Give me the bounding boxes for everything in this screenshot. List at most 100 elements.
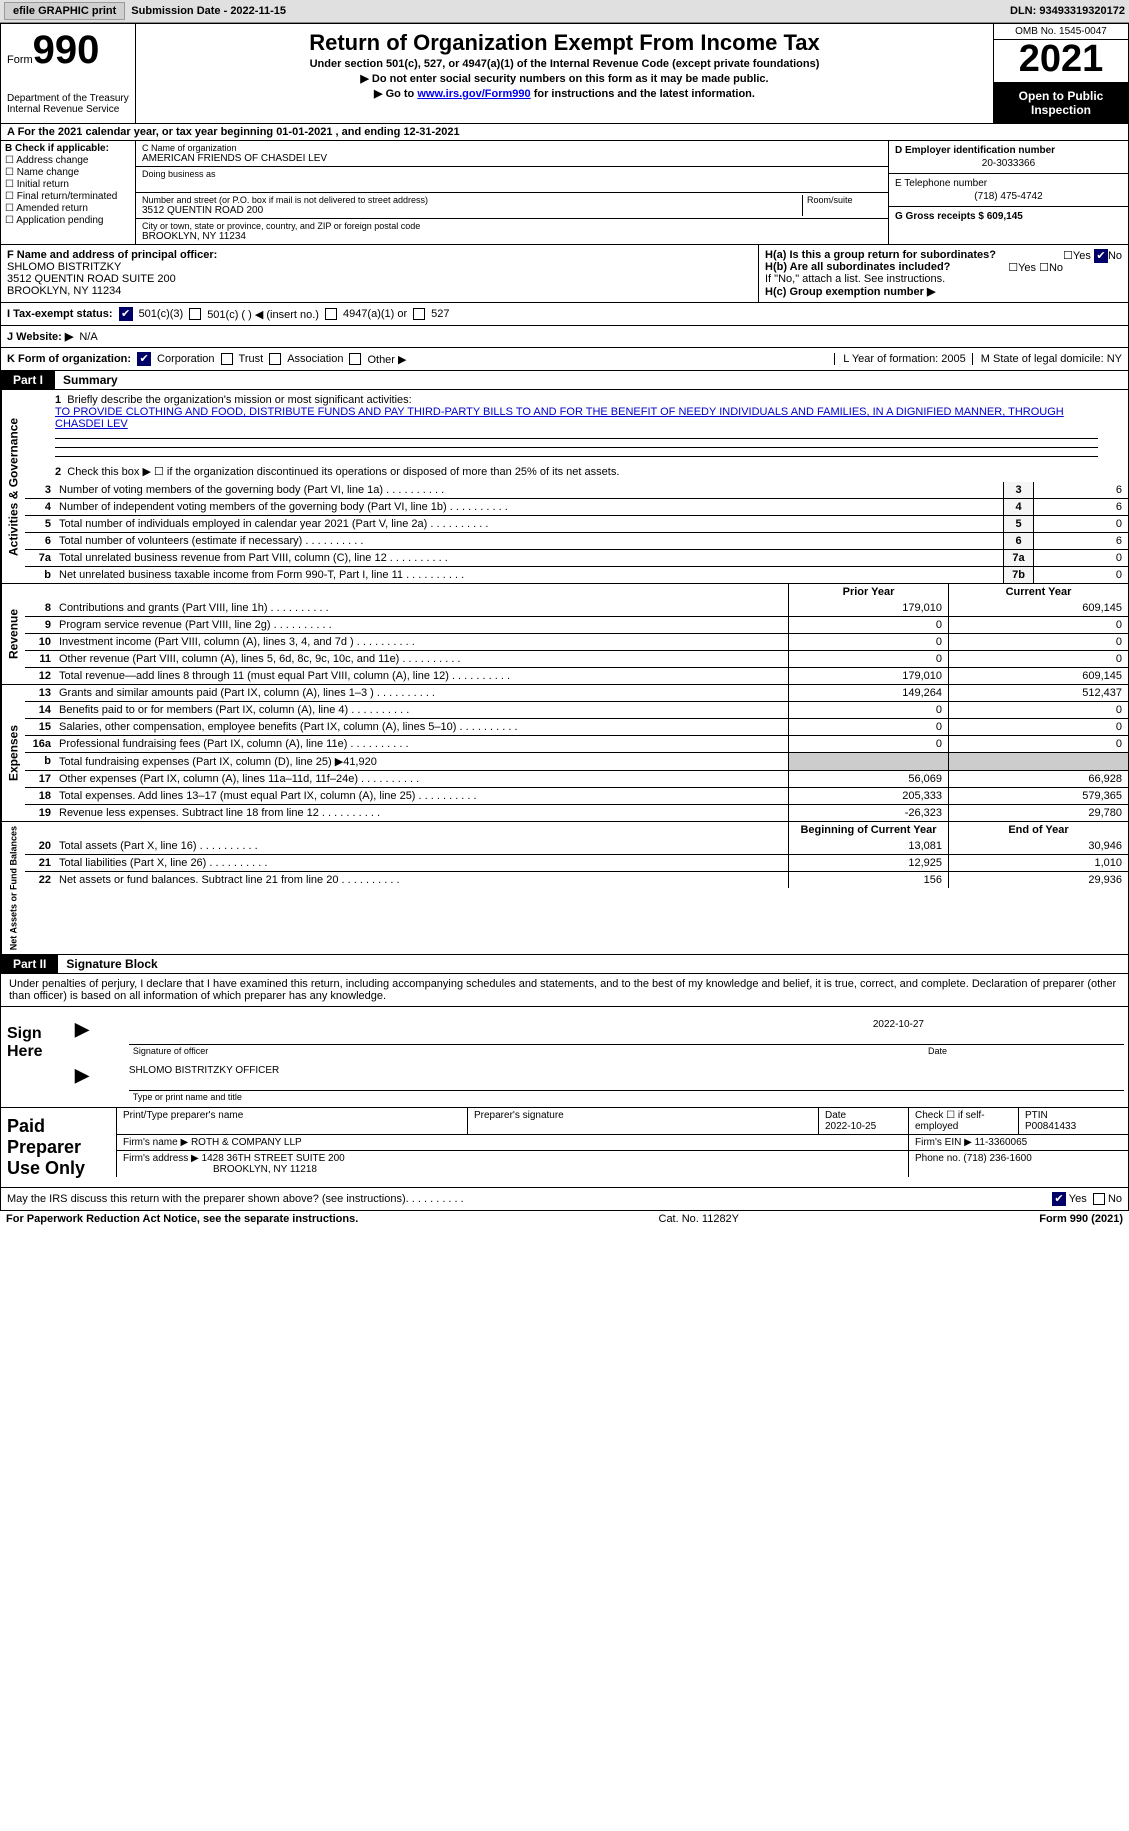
type-name-label: Type or print name and title bbox=[129, 1090, 1124, 1103]
prep-date-val: 2022-10-25 bbox=[825, 1121, 876, 1132]
revenue-section: Revenue Prior Year Current Year 8Contrib… bbox=[0, 584, 1129, 685]
hb-note: If "No," attach a list. See instructions… bbox=[765, 273, 1122, 285]
current-year-header: Current Year bbox=[948, 584, 1128, 600]
chk-trust[interactable] bbox=[221, 353, 233, 365]
table-row: 18Total expenses. Add lines 13–17 (must … bbox=[25, 787, 1128, 804]
gross-receipts: G Gross receipts $ 609,145 bbox=[895, 211, 1023, 222]
table-row: 5Total number of individuals employed in… bbox=[25, 515, 1128, 532]
officer-name: SHLOMO BISTRITZKY bbox=[7, 261, 121, 273]
irs-link[interactable]: www.irs.gov/Form990 bbox=[417, 88, 530, 100]
org-name: AMERICAN FRIENDS OF CHASDEI LEV bbox=[142, 153, 882, 164]
sign-here-label: Sign Here bbox=[1, 1007, 71, 1107]
firm-addr2: BROOKLYN, NY 11218 bbox=[123, 1164, 317, 1175]
firm-phone: Phone no. (718) 236-1600 bbox=[908, 1151, 1128, 1177]
form-label: Form bbox=[7, 54, 33, 66]
chk-address[interactable]: ☐ Address change bbox=[5, 155, 131, 166]
table-row: 10Investment income (Part VIII, column (… bbox=[25, 633, 1128, 650]
prep-sig-label: Preparer's signature bbox=[467, 1108, 818, 1134]
chk-name[interactable]: ☐ Name change bbox=[5, 167, 131, 178]
rev-vert-label: Revenue bbox=[1, 584, 25, 684]
chk-pending[interactable]: ☐ Application pending bbox=[5, 215, 131, 226]
chk-527[interactable] bbox=[413, 308, 425, 320]
table-row: bTotal fundraising expenses (Part IX, co… bbox=[25, 752, 1128, 770]
discuss-yes[interactable]: ✔ bbox=[1052, 1192, 1066, 1206]
chk-assoc[interactable] bbox=[269, 353, 281, 365]
table-row: 7aTotal unrelated business revenue from … bbox=[25, 549, 1128, 566]
website-value: N/A bbox=[79, 331, 97, 343]
city-value: BROOKLYN, NY 11234 bbox=[142, 231, 882, 242]
table-row: 21Total liabilities (Part X, line 26)12,… bbox=[25, 854, 1128, 871]
table-row: 12Total revenue—add lines 8 through 11 (… bbox=[25, 667, 1128, 684]
website-row: J Website: ▶ N/A bbox=[0, 326, 1129, 348]
ein-label: D Employer identification number bbox=[895, 145, 1055, 156]
table-row: 15Salaries, other compensation, employee… bbox=[25, 718, 1128, 735]
street-value: 3512 QUENTIN ROAD 200 bbox=[142, 205, 802, 216]
sign-here-block: Sign Here ▶ 2022-10-27 Signature of offi… bbox=[0, 1007, 1129, 1108]
check-applicable-label: B Check if applicable: bbox=[5, 143, 109, 154]
form-subtitle: Under section 501(c), 527, or 4947(a)(1)… bbox=[140, 58, 989, 70]
table-row: 19Revenue less expenses. Subtract line 1… bbox=[25, 804, 1128, 821]
phone-value: (718) 475-4742 bbox=[895, 191, 1122, 202]
begin-year-header: Beginning of Current Year bbox=[788, 822, 948, 838]
declaration-text: Under penalties of perjury, I declare th… bbox=[0, 974, 1129, 1007]
chk-other[interactable] bbox=[349, 353, 361, 365]
form-header: Form990 Department of the Treasury Inter… bbox=[0, 23, 1129, 124]
exempt-status-row: I Tax-exempt status: ✔ 501(c)(3) 501(c) … bbox=[0, 303, 1129, 326]
chk-corp[interactable]: ✔ bbox=[137, 352, 151, 366]
discuss-row: May the IRS discuss this return with the… bbox=[0, 1188, 1129, 1211]
chk-4947[interactable] bbox=[325, 308, 337, 320]
table-row: 20Total assets (Part X, line 16)13,08130… bbox=[25, 838, 1128, 854]
part1-header: Part I bbox=[1, 371, 55, 389]
ein-value: 20-3033366 bbox=[895, 158, 1122, 169]
governance-section: Activities & Governance 1 Briefly descri… bbox=[0, 390, 1129, 584]
chk-501c[interactable] bbox=[189, 308, 201, 320]
ha-label: H(a) Is this a group return for subordin… bbox=[765, 249, 996, 261]
table-row: 3Number of voting members of the governi… bbox=[25, 482, 1128, 498]
ptin-val: P00841433 bbox=[1025, 1121, 1076, 1132]
efile-print-button[interactable]: efile GRAPHIC print bbox=[4, 2, 125, 20]
chk-final[interactable]: ☐ Final return/terminated bbox=[5, 191, 131, 202]
table-row: 8Contributions and grants (Part VIII, li… bbox=[25, 600, 1128, 616]
form-of-org-row: K Form of organization: ✔ Corporation Tr… bbox=[0, 348, 1129, 371]
dba-label: Doing business as bbox=[142, 169, 882, 179]
irs-label: Internal Revenue Service bbox=[7, 104, 129, 115]
part1-title: Summary bbox=[55, 371, 126, 389]
table-row: 4Number of independent voting members of… bbox=[25, 498, 1128, 515]
part2-header: Part II bbox=[1, 955, 58, 973]
org-name-label: C Name of organization bbox=[142, 143, 882, 153]
sig-date-label: Date bbox=[924, 1044, 1124, 1057]
tax-year: 2021 bbox=[994, 40, 1128, 83]
table-row: 22Net assets or fund balances. Subtract … bbox=[25, 871, 1128, 888]
footer-line: For Paperwork Reduction Act Notice, see … bbox=[0, 1211, 1129, 1227]
arrow-icon: ▶ bbox=[75, 1019, 89, 1057]
table-row: bNet unrelated business taxable income f… bbox=[25, 566, 1128, 583]
cat-number: Cat. No. 11282Y bbox=[659, 1213, 740, 1225]
expenses-section: Expenses 13Grants and similar amounts pa… bbox=[0, 685, 1129, 822]
firm-name: ROTH & COMPANY LLP bbox=[191, 1137, 302, 1148]
sig-officer-label: Signature of officer bbox=[129, 1044, 924, 1057]
form-title: Return of Organization Exempt From Incom… bbox=[140, 30, 989, 56]
table-row: 13Grants and similar amounts paid (Part … bbox=[25, 685, 1128, 701]
hc-label: H(c) Group exemption number ▶ bbox=[765, 286, 935, 298]
form-number: 990 bbox=[33, 28, 100, 72]
chk-amended[interactable]: ☐ Amended return bbox=[5, 203, 131, 214]
paid-prep-label: Paid Preparer Use Only bbox=[1, 1108, 116, 1187]
dept-label: Department of the Treasury bbox=[7, 93, 129, 104]
table-row: 6Total number of volunteers (estimate if… bbox=[25, 532, 1128, 549]
efile-toolbar: efile GRAPHIC print Submission Date - 20… bbox=[0, 0, 1129, 23]
org-info-block: B Check if applicable: ☐ Address change … bbox=[0, 141, 1129, 245]
firm-addr1: 1428 36TH STREET SUITE 200 bbox=[202, 1153, 345, 1164]
mission-text: TO PROVIDE CLOTHING AND FOOD, DISTRIBUTE… bbox=[55, 406, 1064, 430]
discuss-no[interactable] bbox=[1093, 1193, 1105, 1205]
officer-and-group-block: F Name and address of principal officer:… bbox=[0, 245, 1129, 303]
chk-initial[interactable]: ☐ Initial return bbox=[5, 179, 131, 190]
self-employed-check[interactable]: Check ☐ if self-employed bbox=[908, 1108, 1018, 1134]
chk-501c3[interactable]: ✔ bbox=[119, 307, 133, 321]
table-row: 11Other revenue (Part VIII, column (A), … bbox=[25, 650, 1128, 667]
table-row: 14Benefits paid to or for members (Part … bbox=[25, 701, 1128, 718]
officer-label: F Name and address of principal officer: bbox=[7, 249, 217, 261]
officer-printed-name: SHLOMO BISTRITZKY OFFICER bbox=[129, 1065, 1124, 1076]
net-vert-label: Net Assets or Fund Balances bbox=[1, 822, 25, 954]
dln-number: DLN: 93493319320172 bbox=[1010, 5, 1125, 17]
exp-vert-label: Expenses bbox=[1, 685, 25, 821]
